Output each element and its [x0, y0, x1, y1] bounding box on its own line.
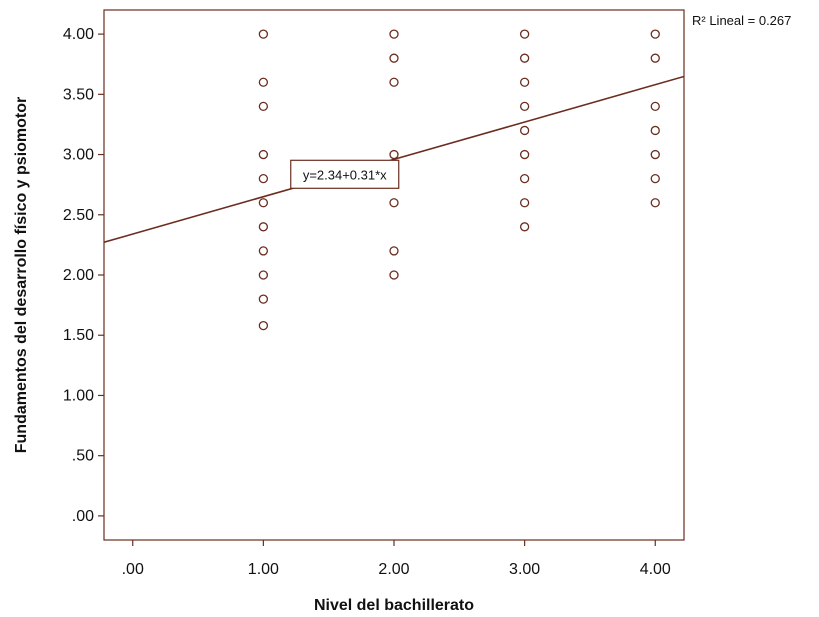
y-tick-label: 3.00 — [63, 147, 94, 164]
y-axis: .00 .50 1.00 1.50 2.00 2.50 3.00 3.50 4.00 — [63, 26, 104, 525]
data-point — [258, 222, 269, 232]
data-point — [389, 53, 399, 63]
y-tick-label: 3.50 — [63, 86, 94, 103]
y-tick-label: 4.00 — [63, 26, 94, 43]
data-point — [650, 101, 660, 112]
data-point — [258, 320, 269, 331]
data-point — [389, 270, 399, 280]
data-point — [519, 173, 530, 184]
x-tick-label: 2.00 — [378, 561, 409, 578]
x-tick-label: 3.00 — [509, 561, 540, 578]
data-point — [389, 246, 399, 256]
data-point — [258, 294, 269, 304]
x-tick-label: 4.00 — [640, 561, 671, 578]
y-tick-label: .50 — [72, 448, 94, 465]
data-point — [650, 173, 660, 184]
y-tick-label: 1.50 — [63, 327, 94, 344]
data-points — [258, 29, 660, 331]
data-point — [650, 149, 660, 160]
data-point — [258, 29, 269, 39]
x-axis: .00 1.00 2.00 3.00 4.00 — [122, 540, 671, 578]
equation-label: y=2.34+0.31*x — [303, 167, 387, 182]
x-axis-title: Nivel del bachillerato — [314, 597, 474, 614]
equation-box — [290, 159, 400, 189]
data-point — [519, 198, 530, 208]
data-point — [389, 77, 399, 87]
fit-line-group — [104, 75, 684, 244]
data-point — [519, 53, 530, 63]
data-point — [650, 125, 660, 136]
data-point — [519, 29, 530, 39]
data-point — [258, 270, 269, 280]
data-point — [519, 149, 530, 160]
x-tick-label: 1.00 — [248, 561, 279, 578]
data-point — [519, 125, 530, 136]
y-tick-label: 2.50 — [63, 207, 94, 224]
y-tick-label: .00 — [72, 508, 94, 525]
data-point — [389, 149, 399, 160]
x-tick-label: .00 — [122, 561, 144, 578]
data-point — [258, 198, 269, 208]
equation-label-group: y=2.34+0.31*x — [290, 159, 400, 189]
r2-label: R² Lineal = 0.267 — [692, 13, 791, 28]
data-point — [650, 53, 660, 63]
data-point — [519, 77, 530, 87]
data-point — [258, 101, 269, 112]
y-tick-label: 2.00 — [63, 267, 94, 284]
y-axis-title: Fundamentos del desarrollo físico y psio… — [13, 97, 30, 454]
data-point — [650, 198, 660, 208]
data-point — [258, 246, 269, 256]
data-point — [389, 29, 399, 39]
data-point — [389, 198, 399, 208]
fit-line — [104, 75, 684, 244]
data-point — [519, 101, 530, 112]
data-point — [258, 149, 269, 160]
data-point — [650, 29, 660, 39]
data-point — [258, 173, 269, 184]
data-point — [519, 222, 530, 232]
y-tick-label: 1.00 — [63, 387, 94, 404]
data-point — [258, 77, 269, 87]
